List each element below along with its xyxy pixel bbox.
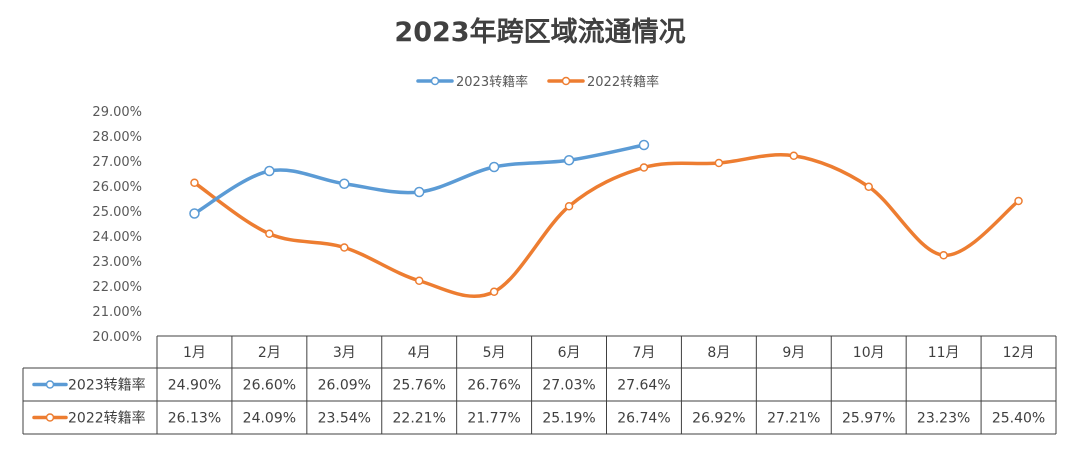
table-cell-value: 26.09% [318, 378, 371, 394]
data-point [339, 178, 350, 189]
x-category-label: 7月 [632, 345, 655, 361]
table-cell-value: 23.23% [917, 411, 970, 427]
x-category-label: 6月 [558, 345, 581, 361]
data-point [864, 182, 873, 191]
table-cell-value: 25.19% [542, 411, 595, 427]
x-category-label: 11月 [928, 345, 960, 361]
series-line-2023 [192, 143, 646, 216]
y-tick-label: 23.00% [92, 255, 142, 270]
legend-label: 2022转籍率 [587, 74, 659, 90]
legend-marker [430, 76, 440, 86]
data-point [789, 151, 799, 160]
table-cell-value: 26.60% [243, 378, 296, 394]
table-legend-marker [45, 380, 55, 389]
y-tick-label: 21.00% [92, 305, 142, 320]
x-category-label: 4月 [408, 345, 431, 361]
data-point [563, 155, 575, 166]
table-legend-marker [45, 413, 55, 422]
x-category-label: 5月 [483, 345, 506, 361]
x-category-label: 8月 [707, 345, 730, 361]
table-cell-value: 24.09% [243, 411, 296, 427]
x-category-label: 3月 [333, 345, 356, 361]
data-point [264, 165, 275, 177]
x-category-label: 2月 [258, 345, 281, 361]
y-tick-label: 26.00% [92, 180, 142, 195]
data-point [639, 163, 649, 172]
table-cell-value: 27.21% [767, 411, 820, 427]
table-cell-value: 27.64% [617, 378, 670, 394]
data-point [340, 243, 349, 252]
y-tick-label: 22.00% [92, 280, 142, 295]
data-point [190, 178, 199, 187]
table-cell-value: 27.03% [542, 378, 595, 394]
data-table: 1月 2月 3月 4月 5月 6月 7月 8月 9月 10月 11月 12月 2023转籍率 24.90%… [22, 335, 1057, 435]
table-cell-value: 26.74% [617, 411, 670, 427]
data-point [939, 251, 948, 260]
y-tick-label: 25.00% [92, 205, 142, 220]
legend: 2023转籍率 2022转籍率 [416, 74, 659, 90]
x-category-label: 9月 [782, 345, 805, 361]
data-point [564, 202, 574, 211]
table-cell-value: 22.21% [393, 411, 446, 427]
series-group [189, 139, 1023, 298]
y-tick-label: 29.00% [92, 105, 142, 120]
data-point [1014, 196, 1023, 206]
y-axis: 20.00% 21.00% 22.00% 23.00% 24.00% 25.00% 26.0… [92, 105, 142, 345]
table-cell-value: 23.54% [318, 411, 371, 427]
y-tick-label: 24.00% [92, 230, 142, 245]
data-point [413, 186, 425, 198]
x-category-label: 10月 [853, 345, 885, 361]
y-tick-label: 28.00% [92, 130, 142, 145]
table-series-name: 2023转籍率 [68, 377, 146, 394]
data-point [638, 139, 650, 151]
data-point [489, 287, 499, 296]
x-category-label: 12月 [1003, 345, 1035, 361]
x-category-label: 1月 [183, 345, 206, 361]
table-cell-value: 26.76% [467, 378, 520, 394]
table-series-name: 2022转籍率 [68, 410, 146, 427]
y-tick-label: 27.00% [92, 155, 142, 170]
legend-label: 2023转籍率 [456, 74, 528, 90]
table-cell-value: 26.13% [168, 411, 221, 427]
table-cell-value: 25.97% [842, 411, 895, 427]
table-cell-value: 25.40% [992, 411, 1045, 427]
chart-title: 2023年跨区域流通情况 [394, 16, 685, 48]
data-point [714, 158, 724, 168]
data-point [488, 161, 500, 173]
legend-marker [561, 76, 571, 86]
data-point [414, 276, 424, 285]
table-cell-value: 25.76% [393, 378, 446, 394]
data-point [189, 208, 200, 219]
table-cell-value: 24.90% [168, 378, 221, 394]
y-tick-label: 20.00% [92, 330, 142, 345]
data-point [265, 229, 274, 238]
table-cell-value: 21.77% [467, 411, 520, 427]
table-cell-value: 26.92% [692, 411, 745, 427]
